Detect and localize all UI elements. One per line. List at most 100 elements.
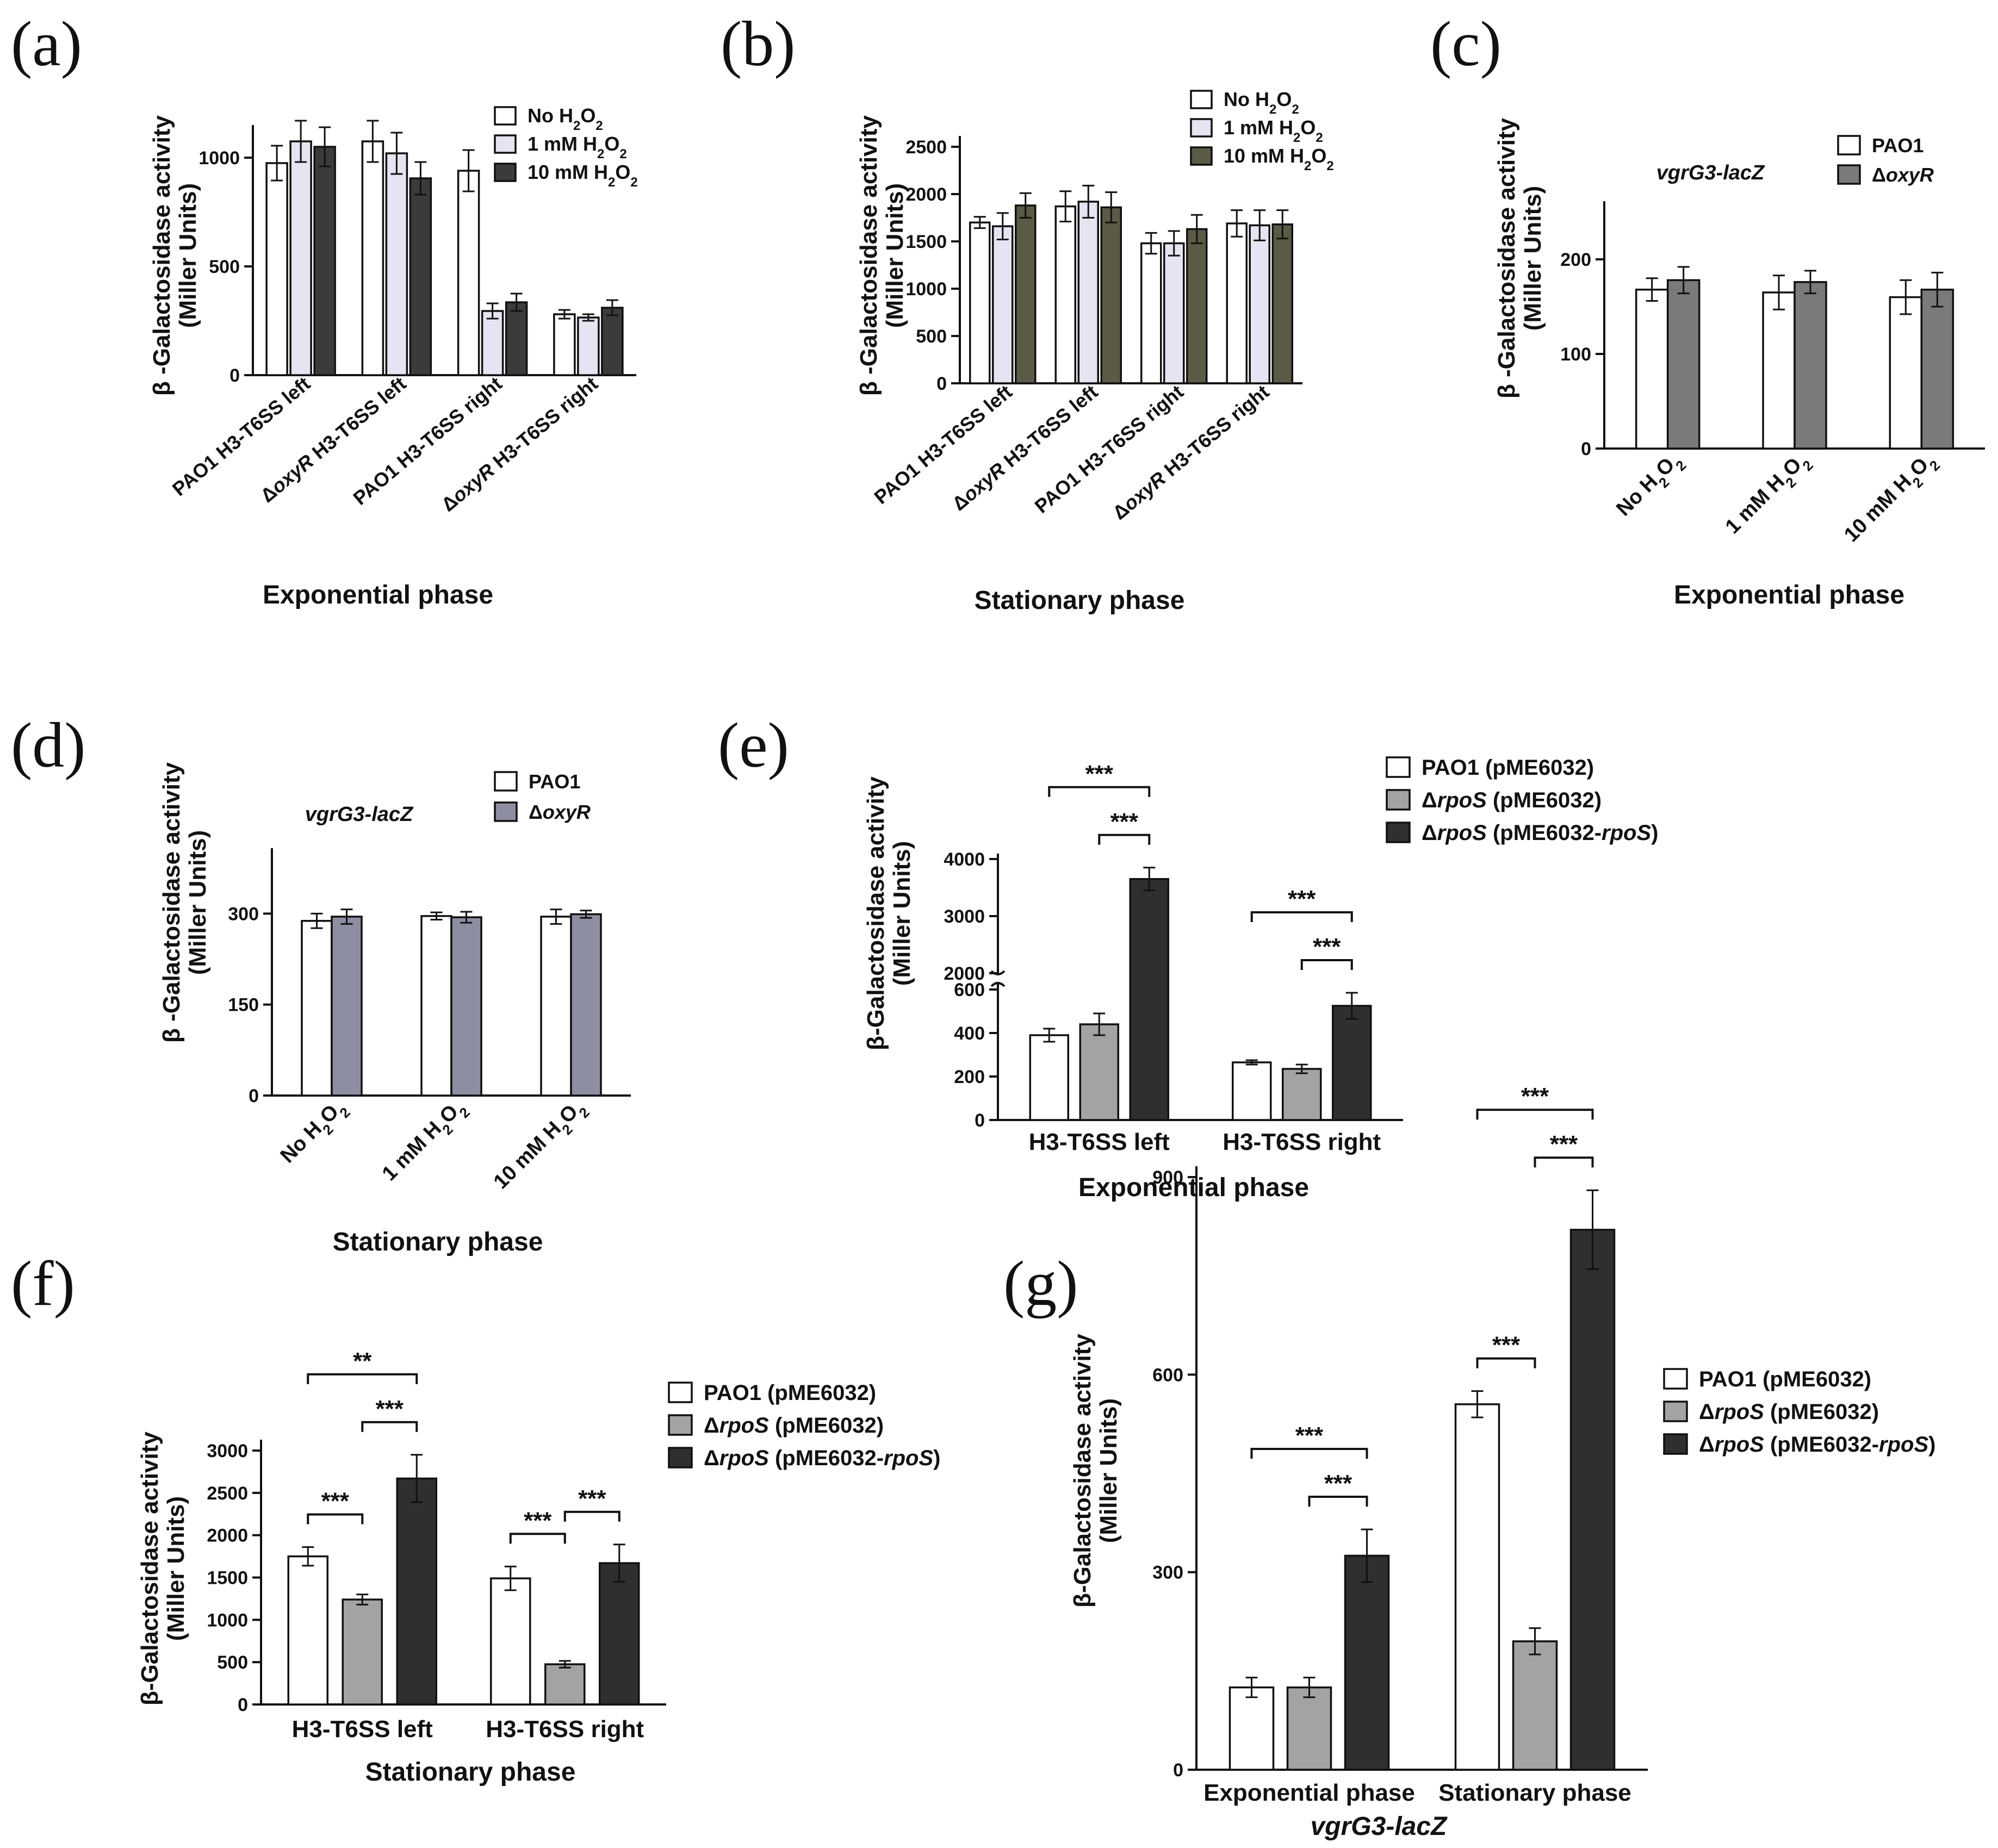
legend-label-a: 10 mM H2O2 (528, 161, 638, 190)
bar-g-1-1 (1512, 1640, 1558, 1771)
bar-b-1-1 (1077, 201, 1099, 384)
legend-label-e: ΔrpoS (pME6032) (1422, 788, 1602, 812)
panel-label-d: (d) (11, 710, 86, 781)
significance-bracket-e (1250, 911, 1353, 922)
significance-label-f: *** (376, 1396, 404, 1422)
legend-swatch-f (668, 1382, 693, 1403)
significance-bracket-g (1476, 1357, 1536, 1368)
legend-label-b: 10 mM H2O2 (1224, 145, 1334, 173)
y-axis-title-a: β -Galactosidase activity (148, 115, 175, 395)
x-axis-title-c: Exponential phase (1674, 581, 1904, 609)
y-tick-label-g: 300 (1152, 1563, 1183, 1583)
panel-label-b: (b) (721, 8, 796, 79)
legend-label-g: PAO1 (pME6032) (1699, 1367, 1871, 1391)
bar-f-0-2 (396, 1477, 437, 1706)
legend-swatch-a (494, 106, 517, 126)
significance-bracket-g (1534, 1156, 1594, 1168)
legend-label-g: ΔrpoS (pME6032) (1699, 1400, 1879, 1424)
bar-c-0-0 (1635, 288, 1669, 450)
bar-b-1-0 (1054, 205, 1076, 384)
significance-bracket-f (307, 1373, 418, 1384)
significance-label-f: *** (578, 1485, 606, 1512)
legend-swatch-a (494, 163, 517, 182)
bar-b-2-2 (1186, 228, 1208, 384)
legend-swatch-b (1190, 146, 1213, 166)
y-tick-label-g: 0 (1173, 1760, 1183, 1781)
y-axis-title-d: β -Galactosidase activity (158, 762, 185, 1042)
panel-d: (d) β -Galactosidase activity (Miller Unit… (11, 710, 631, 1256)
category-label-g: Exponential phase (1203, 1779, 1415, 1806)
y-tick-label-e: 2000 (944, 963, 985, 984)
y-axis-subtitle-g: (Miller Units) (1095, 1398, 1122, 1543)
panel-f: (f) β-Galactosidase activity (Miller Units… (11, 1248, 941, 1787)
legend-label-e: PAO1 (pME6032) (1422, 756, 1594, 780)
bar-b-0-0 (969, 221, 991, 384)
legend-label-c: ΔoxyR (1872, 164, 1934, 186)
bar-g-1-0 (1454, 1403, 1500, 1771)
y-tick-label-b: 1000 (905, 279, 947, 300)
significance-bracket-e (1098, 833, 1151, 845)
legend-label-c: PAO1 (1872, 134, 1923, 157)
y-tick-label-e: 4000 (944, 849, 985, 870)
bar-f-1-2 (599, 1562, 640, 1706)
y-axis-title-g: β-Galactosidase activity (1069, 1334, 1096, 1608)
bar-b-3-0 (1226, 222, 1248, 384)
panel-label-e: (e) (718, 710, 789, 781)
significance-bracket-f (307, 1513, 364, 1525)
y-tick-label-e: 600 (954, 980, 985, 1000)
panel-label-f: (f) (11, 1248, 75, 1319)
legend-swatch-b (1190, 118, 1213, 138)
significance-label-f: ** (353, 1348, 372, 1374)
y-tick-label-f: 2500 (207, 1483, 248, 1504)
bar-g-1-2 (1569, 1229, 1616, 1771)
legend-swatch-f (668, 1414, 693, 1436)
y-tick-label-d: 150 (228, 995, 259, 1016)
significance-label-g: *** (1324, 1470, 1352, 1497)
bar-g-0-1 (1286, 1686, 1332, 1771)
legend-label-d: PAO1 (529, 770, 580, 793)
y-tick-label-d: 300 (228, 904, 259, 924)
legend-label-b: 1 mM H2O2 (1224, 116, 1323, 145)
y-axis-subtitle-c: (Miller Units) (1519, 186, 1546, 331)
bar-b-2-1 (1163, 242, 1185, 384)
category-label-b: PAO1 H3-T6SS right (1030, 381, 1187, 518)
y-tick-label-b: 2500 (905, 137, 947, 158)
y-tick-label-f: 2000 (207, 1526, 248, 1546)
bar-g-0-0 (1228, 1686, 1275, 1771)
y-tick-label-c: 200 (1560, 250, 1591, 270)
y-tick-label-e: 400 (954, 1023, 985, 1044)
y-tick-label-f: 1500 (207, 1568, 248, 1589)
y-axis-title-f: β-Galactosidase activity (136, 1432, 163, 1706)
bar-e-1-2 (1332, 1005, 1372, 1121)
bar-a-2-1 (481, 310, 504, 376)
legend-swatch-d (494, 801, 518, 822)
y-tick-label-a: 0 (229, 365, 240, 386)
bar-d-0-1 (331, 916, 363, 1097)
category-label-b: PAO1 H3-T6SS left (870, 381, 1016, 508)
significance-bracket-f (563, 1510, 621, 1522)
significance-bracket-g (1308, 1495, 1368, 1507)
y-tick-label-f: 3000 (207, 1441, 248, 1461)
category-label-c: No H2O2 (1612, 448, 1689, 525)
significance-label-e: *** (1110, 808, 1139, 835)
significance-label-g: *** (1521, 1083, 1549, 1110)
bar-e-0-2 (1129, 878, 1169, 1121)
axis-break-mark-e (990, 982, 1006, 987)
legend-swatch-g (1663, 1433, 1688, 1455)
y-tick-label-f: 0 (238, 1695, 248, 1715)
legend-swatch-e (1386, 756, 1411, 778)
bar-d-2-1 (570, 913, 602, 1097)
panel-a: (a) β -Galactosidase activity (Miller Unit… (11, 8, 638, 609)
legend-label-b: No H2O2 (1224, 88, 1299, 117)
category-label-g: Stationary phase (1438, 1779, 1631, 1806)
legend-label-g: ΔrpoS (pME6032-rpoS) (1699, 1433, 1936, 1457)
bar-a-3-0 (553, 313, 576, 376)
significance-label-g: *** (1550, 1131, 1578, 1158)
category-label-c: 1 mM H2O2 (1721, 448, 1816, 543)
significance-label-g: *** (1295, 1422, 1324, 1449)
panel-label-c: (c) (1430, 8, 1501, 79)
significance-bracket-f (509, 1533, 566, 1544)
significance-bracket-f (361, 1421, 418, 1432)
category-label-d: 10 mM H2O2 (489, 1095, 593, 1198)
panel-label-g: (g) (1003, 1248, 1078, 1319)
